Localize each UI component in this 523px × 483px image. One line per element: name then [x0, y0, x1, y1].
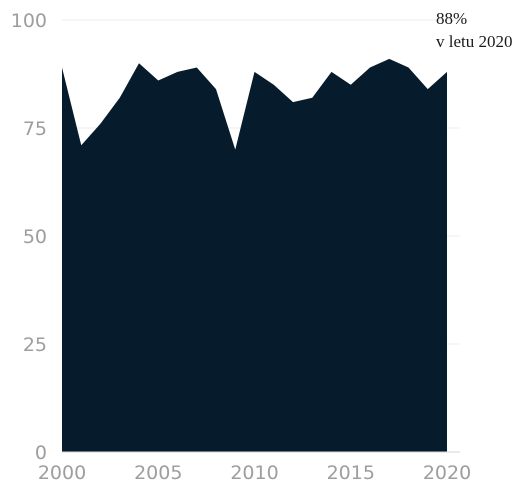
y-tick-label-25: 25	[23, 334, 47, 356]
x-tick-label-2005: 2005	[134, 462, 182, 483]
x-axis-labels: 2000 2005 2010 2015 2020	[38, 462, 471, 483]
y-tick-label-50: 50	[23, 226, 47, 248]
y-tick-label-0: 0	[35, 442, 47, 464]
x-tick-label-2010: 2010	[230, 462, 278, 483]
y-axis: 0 25 50 75 100	[11, 10, 47, 464]
area-series	[62, 58, 447, 452]
x-tick-label-2000: 2000	[38, 462, 86, 483]
area-fill	[62, 58, 447, 452]
x-tick-label-2020: 2020	[423, 462, 471, 483]
annotation-value: 88%	[436, 9, 467, 28]
annotation: 88% v letu 2020	[436, 9, 513, 51]
x-tick-label-2015: 2015	[327, 462, 375, 483]
annotation-caption: v letu 2020	[436, 32, 513, 51]
y-tick-label-75: 75	[23, 118, 47, 140]
y-tick-label-100: 100	[11, 10, 47, 32]
